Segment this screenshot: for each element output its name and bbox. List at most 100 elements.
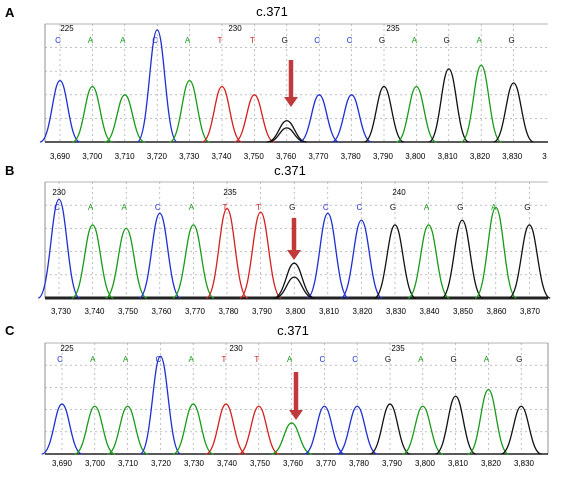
- axis-tick-label: 3,790: [373, 152, 394, 161]
- base-call-A: A: [491, 203, 497, 212]
- axis-tick-label: 3,770: [316, 459, 337, 468]
- panel-b-position-labels: 230 235 240: [52, 188, 406, 197]
- base-call-A: A: [122, 203, 128, 212]
- panel-a-letter: A: [5, 5, 15, 20]
- base-call-G: G: [508, 36, 514, 45]
- axis-tick-label: 3,860: [486, 307, 507, 316]
- axis-tick-label: 3,820: [352, 307, 373, 316]
- peak-C: [41, 403, 83, 455]
- axis-tick-label: 3,730: [179, 152, 200, 161]
- peak-T: [201, 85, 243, 143]
- axis-tick-label: 3,760: [151, 307, 172, 316]
- peak-G: [508, 224, 551, 299]
- peak-T: [238, 405, 280, 455]
- base-call-C: C: [357, 203, 363, 212]
- base-call-A: A: [412, 36, 418, 45]
- arrow-head: [284, 97, 298, 107]
- arrow-head: [289, 410, 303, 420]
- peak-C: [303, 405, 345, 455]
- base-call-T: T: [218, 36, 223, 45]
- panel-c-variant-arrow: [289, 372, 303, 420]
- axis-tick-label: 3: [542, 152, 547, 161]
- axis-tick-label: 3,770: [185, 307, 206, 316]
- peak-A: [72, 85, 113, 143]
- base-call-G: G: [516, 355, 522, 364]
- peak-A: [74, 405, 116, 455]
- axis-tick-label: 3,810: [319, 307, 340, 316]
- base-call-C: C: [347, 36, 353, 45]
- panel-a-variant-arrow: [284, 60, 298, 107]
- peak-A: [172, 403, 214, 455]
- secondary-peak-G: [267, 127, 306, 143]
- axis-tick-label: 3,750: [250, 459, 271, 468]
- base-call-A: A: [189, 355, 195, 364]
- axis-tick-label: 3,800: [405, 152, 426, 161]
- position-label: 235: [386, 24, 400, 33]
- panel-b-letter: B: [5, 163, 14, 178]
- base-call-G: G: [444, 36, 450, 45]
- axis-tick-label: 3,780: [218, 307, 239, 316]
- axis-tick-label: 3,790: [382, 459, 403, 468]
- panel-a-axis-labels: 3,690 3,700 3,710 3,720 3,730 3,740 3,750 3,760…: [50, 152, 547, 161]
- axis-tick-label: 3,810: [448, 459, 469, 468]
- position-label: 235: [391, 344, 405, 353]
- axis-tick-label: 3,850: [453, 307, 474, 316]
- peak-G: [273, 262, 316, 299]
- axis-tick-label: 3,790: [252, 307, 273, 316]
- base-call-G: G: [289, 203, 295, 212]
- base-call-T: T: [222, 355, 227, 364]
- base-call-A: A: [88, 36, 94, 45]
- base-call-G: G: [379, 36, 385, 45]
- panel-a-position-labels: 225 230 235: [60, 24, 400, 33]
- peak-A: [71, 224, 114, 299]
- base-call-A: A: [424, 203, 430, 212]
- base-call-T: T: [223, 203, 228, 212]
- base-call-G: G: [457, 203, 463, 212]
- arrow-head: [287, 250, 301, 260]
- peak-C: [298, 94, 340, 143]
- peak-C: [340, 219, 383, 299]
- base-call-G: G: [450, 355, 456, 364]
- position-label: 225: [60, 24, 74, 33]
- axis-tick-label: 3,830: [502, 152, 523, 161]
- base-call-C: C: [155, 203, 161, 212]
- peak-A: [169, 79, 211, 143]
- base-call-T: T: [250, 36, 255, 45]
- peak-A: [172, 224, 215, 299]
- base-call-A: A: [477, 36, 483, 45]
- peak-A: [407, 224, 450, 299]
- peak-T: [239, 211, 282, 299]
- peak-A: [105, 227, 148, 299]
- axis-tick-label: 3,800: [415, 459, 436, 468]
- peak-C: [331, 94, 372, 143]
- peak-A: [104, 94, 146, 143]
- axis-tick-label: 3,870: [520, 307, 541, 316]
- position-label: 240: [392, 188, 406, 197]
- base-call-G: G: [385, 355, 391, 364]
- base-call-A: A: [484, 355, 490, 364]
- peak-T: [205, 208, 249, 299]
- axis-tick-label: 3,800: [285, 307, 306, 316]
- peak-A: [107, 405, 149, 455]
- peak-G: [369, 403, 411, 455]
- axis-tick-label: 3,700: [82, 152, 103, 161]
- base-call-A: A: [189, 203, 195, 212]
- base-call-A: A: [120, 36, 126, 45]
- peak-G: [493, 82, 534, 143]
- axis-tick-label: 3,740: [211, 152, 232, 161]
- axis-tick-label: 3,840: [419, 307, 440, 316]
- axis-tick-label: 3,780: [341, 152, 362, 161]
- peak-G: [434, 395, 477, 455]
- axis-tick-label: 3,750: [118, 307, 139, 316]
- base-call-C: C: [156, 355, 162, 364]
- position-label: 225: [60, 344, 74, 353]
- base-call-A: A: [90, 355, 96, 364]
- peak-C: [136, 29, 178, 143]
- axis-tick-label: 3,830: [514, 459, 535, 468]
- peak-G: [373, 224, 417, 299]
